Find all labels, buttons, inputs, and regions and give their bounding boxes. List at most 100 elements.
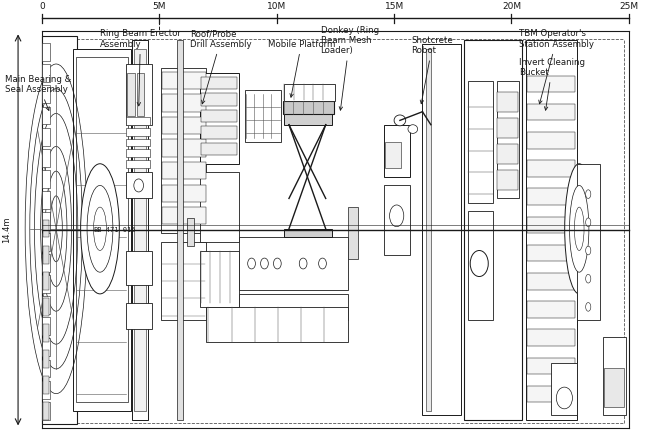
Bar	[551, 363, 577, 415]
Ellipse shape	[565, 164, 594, 294]
Text: Donkey (Ring
Beam Mesh
Loader): Donkey (Ring Beam Mesh Loader)	[321, 25, 379, 110]
Bar	[126, 250, 152, 285]
Bar	[527, 160, 575, 177]
Bar	[126, 64, 152, 125]
Bar	[468, 81, 493, 203]
Bar	[126, 302, 152, 329]
Bar	[42, 149, 50, 166]
Bar	[42, 339, 50, 357]
Bar	[497, 118, 518, 138]
Bar	[42, 43, 50, 61]
Bar	[43, 220, 49, 237]
Bar	[245, 90, 281, 142]
Bar	[384, 185, 410, 255]
Bar	[162, 117, 206, 134]
Bar	[527, 245, 575, 261]
Bar	[497, 170, 518, 190]
Bar	[43, 246, 49, 264]
Text: Mobile Platform: Mobile Platform	[268, 40, 335, 97]
Ellipse shape	[134, 179, 144, 192]
Bar	[42, 402, 50, 420]
Bar	[177, 40, 183, 420]
Bar	[577, 164, 600, 320]
Bar	[201, 77, 237, 89]
Bar	[527, 76, 575, 92]
Ellipse shape	[586, 302, 591, 311]
Bar	[42, 381, 50, 399]
Bar	[42, 128, 50, 146]
Bar	[426, 49, 431, 411]
Text: 5M: 5M	[153, 2, 166, 10]
Bar	[162, 184, 206, 202]
Bar	[126, 139, 150, 146]
Ellipse shape	[586, 246, 591, 255]
Bar	[126, 173, 152, 198]
Bar	[497, 144, 518, 164]
Bar	[284, 229, 332, 237]
Bar	[42, 107, 50, 125]
Text: 25M: 25M	[619, 2, 639, 10]
Bar	[162, 139, 206, 157]
Bar	[137, 73, 144, 116]
Bar	[284, 114, 332, 125]
Bar	[43, 350, 49, 368]
Bar	[134, 49, 146, 411]
Bar	[127, 73, 135, 116]
Bar	[42, 191, 50, 209]
Text: Roof/Probe
Drill Assembly: Roof/Probe Drill Assembly	[190, 29, 252, 104]
Bar	[603, 337, 626, 415]
Bar	[385, 142, 401, 168]
Text: 20M: 20M	[502, 2, 521, 10]
Ellipse shape	[408, 125, 418, 133]
Bar	[43, 324, 49, 342]
Ellipse shape	[574, 207, 584, 250]
Bar	[283, 101, 334, 114]
Bar	[527, 217, 575, 233]
Bar	[42, 254, 50, 272]
Bar	[201, 143, 237, 155]
Bar	[42, 36, 77, 424]
Bar	[162, 94, 206, 112]
Bar	[201, 110, 237, 122]
Bar	[161, 68, 206, 233]
Ellipse shape	[248, 258, 255, 269]
Bar	[200, 250, 239, 307]
Bar	[126, 160, 150, 168]
Bar	[422, 45, 461, 415]
Bar	[42, 317, 50, 335]
Bar	[527, 188, 575, 205]
Ellipse shape	[586, 218, 591, 227]
Bar	[527, 301, 575, 318]
Ellipse shape	[299, 258, 307, 269]
Bar	[132, 40, 148, 420]
Text: 0: 0	[39, 2, 45, 10]
Bar	[42, 275, 50, 293]
Bar	[497, 81, 519, 198]
Bar	[527, 104, 575, 120]
Bar	[239, 237, 348, 290]
Bar	[468, 212, 493, 320]
Bar	[526, 40, 577, 420]
Bar	[201, 126, 237, 139]
Bar	[162, 162, 206, 179]
Ellipse shape	[586, 190, 591, 198]
Text: 10M: 10M	[267, 2, 286, 10]
Bar	[43, 298, 49, 316]
Ellipse shape	[87, 185, 113, 272]
Bar	[464, 40, 522, 420]
Text: BB-471-016: BB-471-016	[94, 227, 136, 233]
Bar	[497, 92, 518, 112]
Ellipse shape	[81, 164, 119, 294]
Bar	[200, 173, 239, 242]
Bar	[527, 273, 575, 290]
Bar	[42, 86, 50, 104]
Ellipse shape	[319, 258, 326, 269]
Text: 15M: 15M	[384, 2, 404, 10]
Ellipse shape	[94, 207, 106, 250]
Text: Invert Cleaning
Bucket: Invert Cleaning Bucket	[519, 58, 585, 110]
Ellipse shape	[470, 250, 488, 277]
Bar	[384, 125, 410, 177]
Bar	[42, 296, 50, 314]
Bar	[527, 329, 575, 346]
Bar	[42, 170, 50, 188]
